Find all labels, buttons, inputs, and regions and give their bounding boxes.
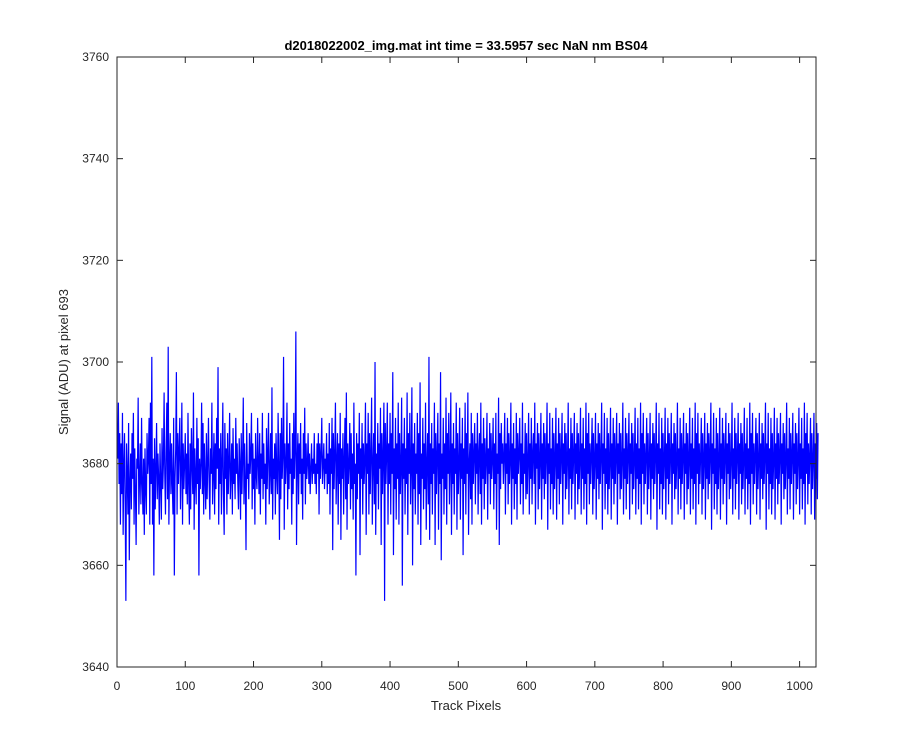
x-tick-label-200: 200 [244, 679, 264, 693]
y-tick-label-3660: 3660 [82, 558, 109, 572]
y-tick-label-3700: 3700 [82, 355, 109, 369]
x-tick-label-300: 300 [312, 679, 332, 693]
chart-title: d2018022002_img.mat int time = 33.5957 s… [284, 38, 648, 53]
x-tick-label-1000: 1000 [786, 679, 813, 693]
x-axis-label: Track Pixels [431, 698, 502, 713]
x-tick-label-100: 100 [175, 679, 195, 693]
x-tick-label-600: 600 [517, 679, 537, 693]
y-tick-label-3740: 3740 [82, 152, 109, 166]
x-tick-label-700: 700 [585, 679, 605, 693]
y-tick-label-3760: 3760 [82, 50, 109, 64]
plot-area [117, 57, 816, 667]
x-tick-label-900: 900 [721, 679, 741, 693]
x-tick-label-500: 500 [448, 679, 468, 693]
y-tick-label-3680: 3680 [82, 457, 109, 471]
x-tick-label-400: 400 [380, 679, 400, 693]
x-tick-label-800: 800 [653, 679, 673, 693]
y-tick-label-3720: 3720 [82, 253, 109, 267]
series-layer [117, 331, 819, 601]
y-axis-label: Signal (ADU) at pixel 693 [56, 289, 71, 435]
x-tick-label-0: 0 [114, 679, 121, 693]
y-axis-ticks: 3640 3660 3680 3700 3720 3740 3760 [82, 50, 816, 674]
y-tick-label-3640: 3640 [82, 660, 109, 674]
x-axis-ticks: 0 100 200 300 400 500 600 700 800 900 1000 [114, 57, 813, 693]
series-line-0 [117, 331, 819, 601]
